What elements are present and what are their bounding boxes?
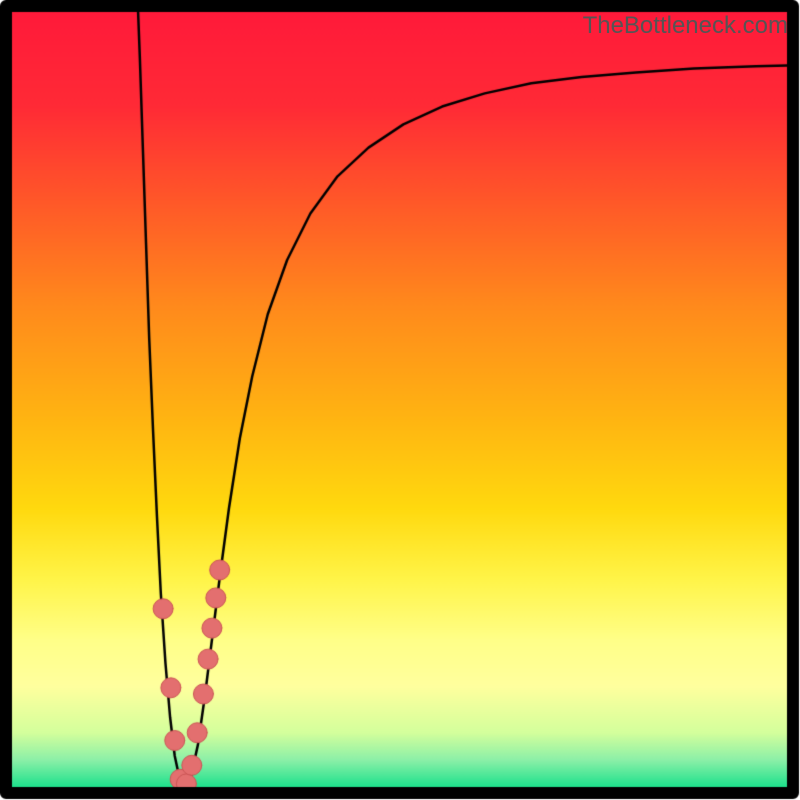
chart-container: TheBottleneck.com: [0, 0, 800, 800]
bottleneck-chart-canvas: [0, 0, 800, 800]
watermark-text: TheBottleneck.com: [583, 12, 788, 40]
